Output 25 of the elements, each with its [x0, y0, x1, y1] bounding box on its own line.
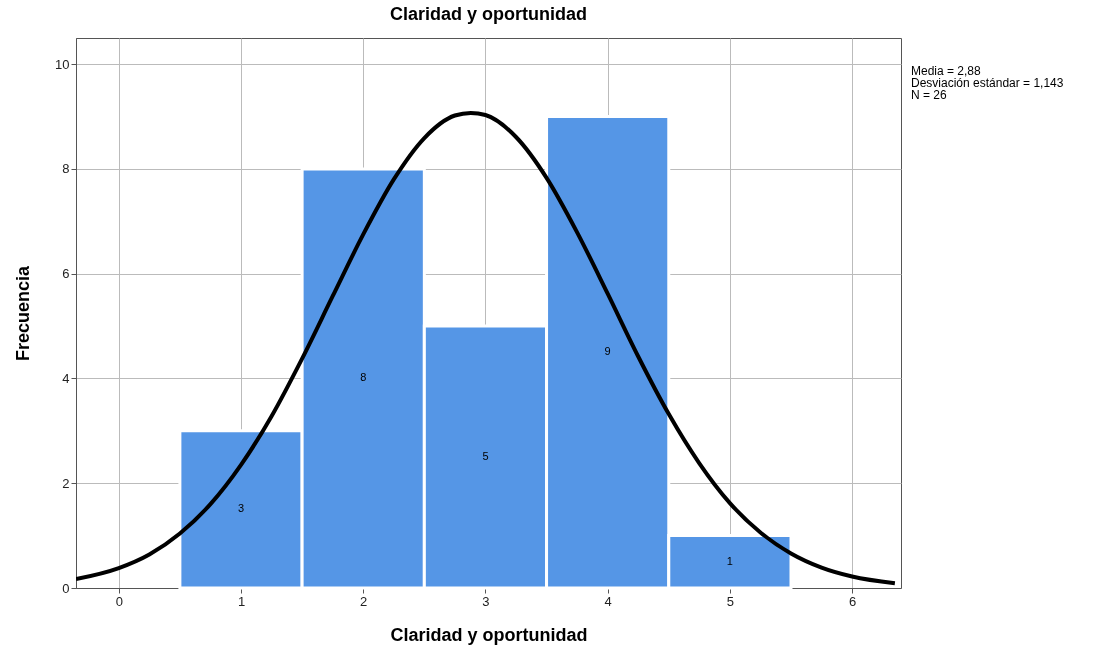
x-tick-label: 0 [115, 593, 123, 609]
y-tick-label: 6 [62, 266, 70, 282]
y-tick-label: 4 [62, 370, 70, 386]
x-axis-title: Claridad y oportunidad [390, 624, 588, 645]
y-tick-label: 0 [62, 580, 70, 596]
data-label: 9 [604, 345, 611, 358]
y-tick-label: 10 [55, 56, 70, 72]
data-label: 5 [482, 450, 489, 463]
x-tick-label: 5 [726, 593, 735, 609]
chart-title: Claridad y oportunidad [389, 4, 588, 24]
x-tick-label: 2 [360, 593, 368, 609]
y-tick-label: 8 [62, 161, 70, 177]
x-tick-label: 3 [482, 593, 490, 609]
x-tick-label: 4 [604, 593, 612, 609]
x-tick-label: 6 [848, 593, 857, 609]
y-tick-label: 2 [62, 475, 70, 491]
data-label: 3 [237, 502, 245, 515]
text: Media = 2,88 [911, 64, 982, 78]
data-label: 1 [726, 554, 733, 567]
line-series [76, 110, 897, 586]
data-label: 8 [360, 371, 367, 384]
text: Desviación estándar = 1,143 [911, 76, 1064, 90]
y-axis-title: Frecuencia [13, 264, 34, 362]
x-tick-label: 1 [237, 593, 246, 609]
text: N = 26 [911, 88, 948, 102]
